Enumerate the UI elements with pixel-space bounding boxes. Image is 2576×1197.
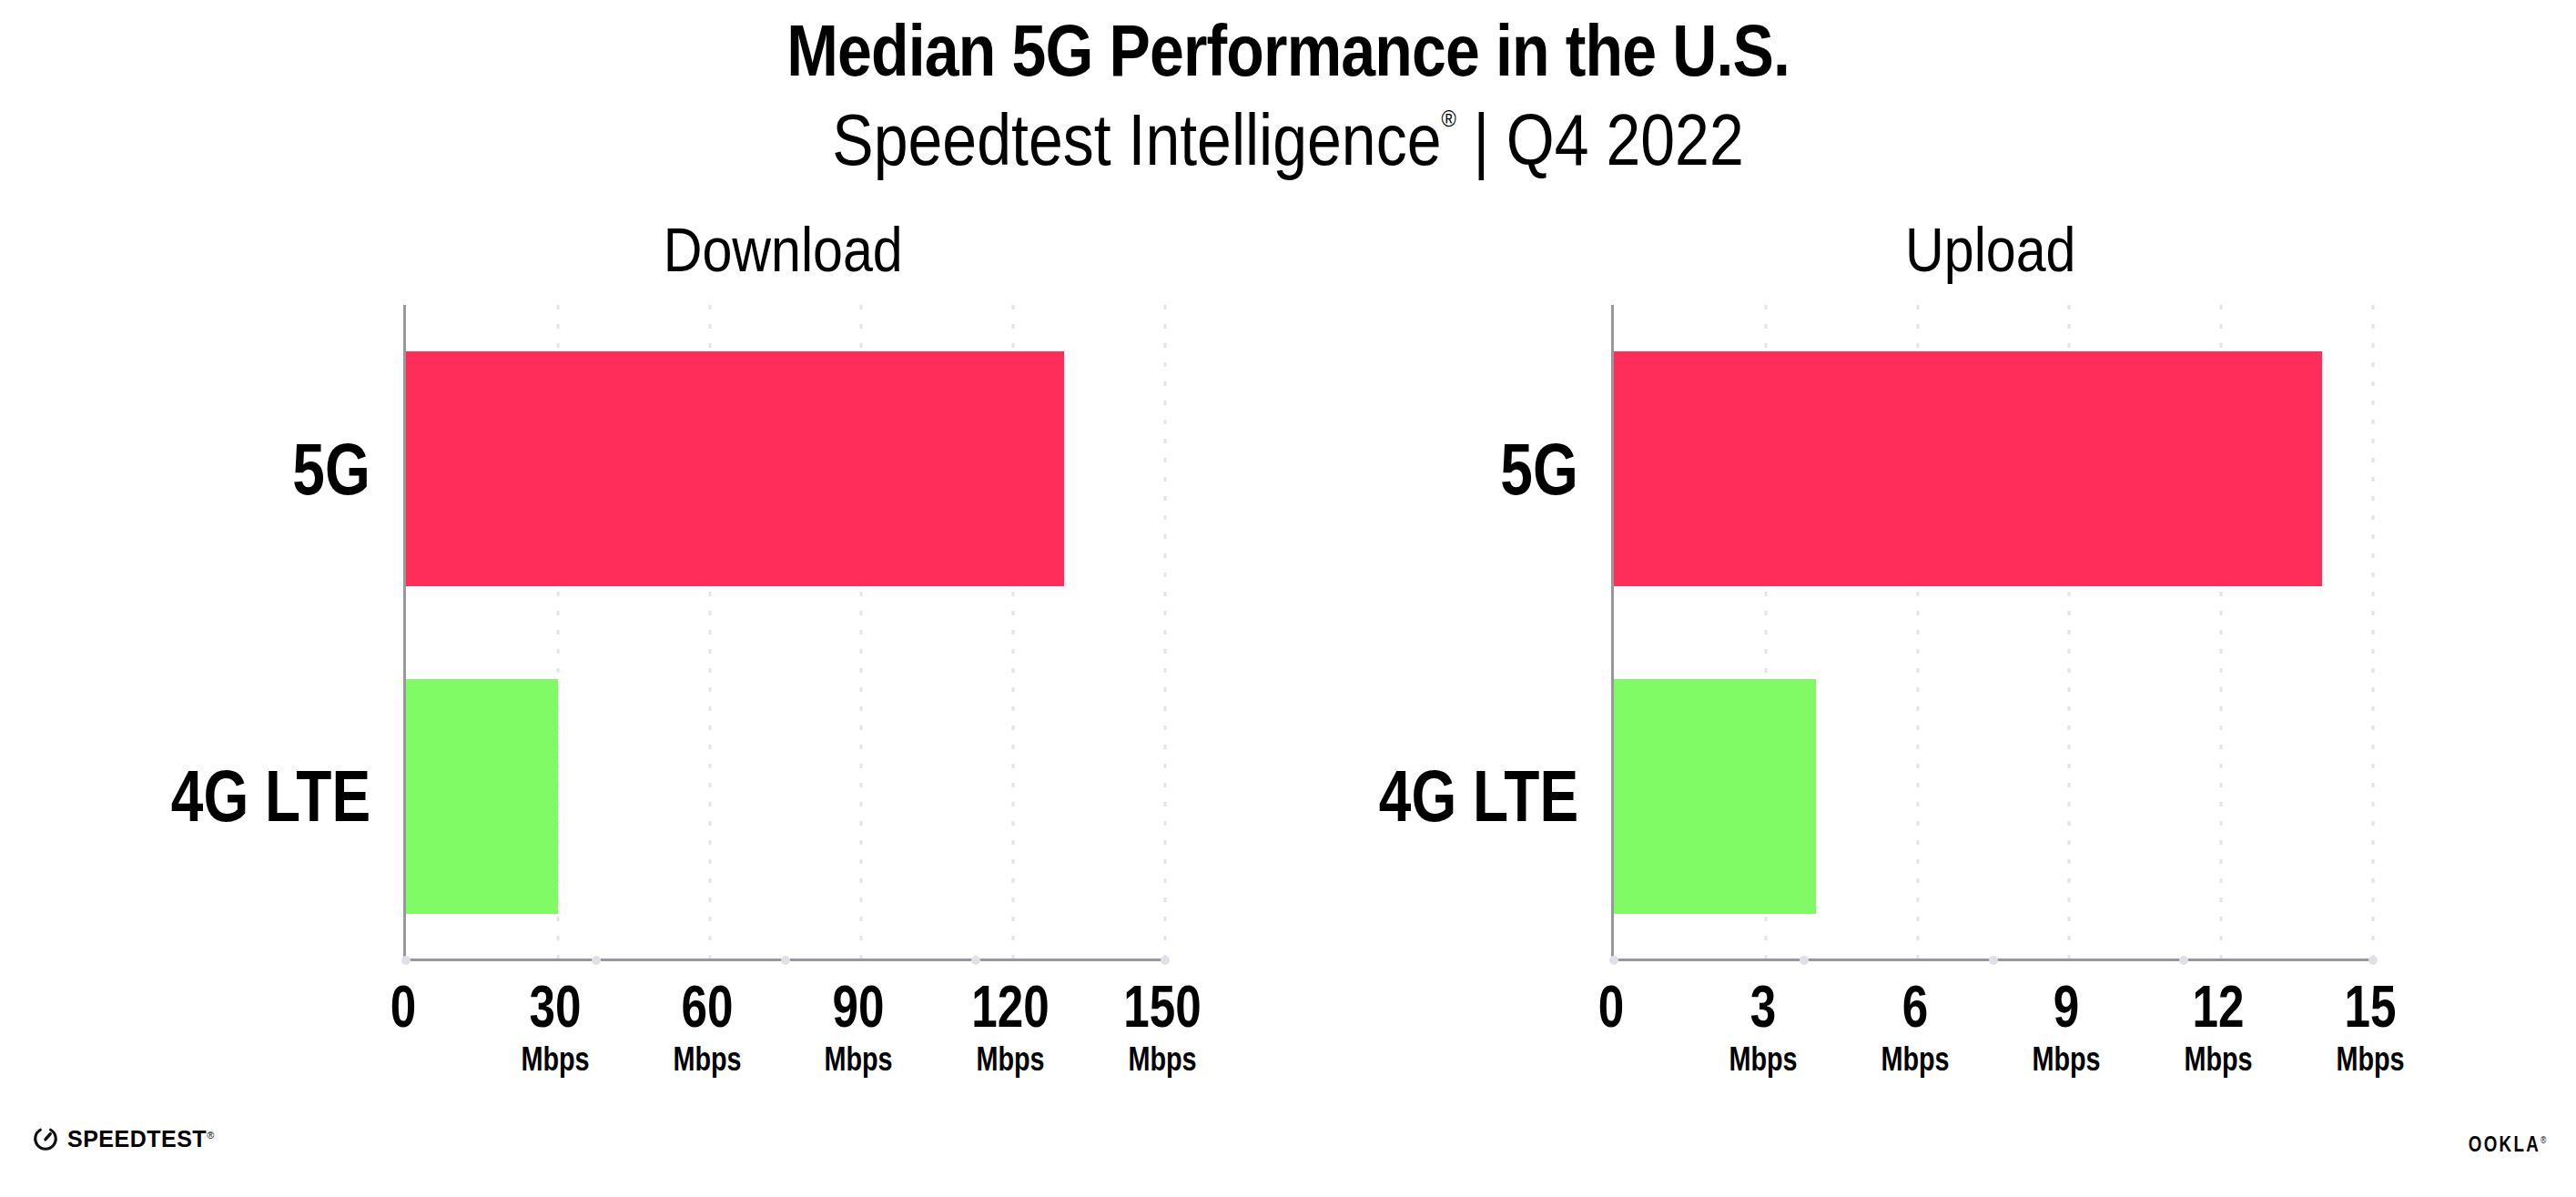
upload-ylabel-5g: 5G — [1278, 430, 1578, 510]
axis-tick-dot — [592, 956, 601, 965]
download-chart-title: Download — [403, 213, 1162, 286]
registered-mark: ® — [207, 1130, 215, 1141]
upload-chart-title: Upload — [1611, 213, 2370, 286]
axis-tick-dot — [1609, 956, 1618, 965]
download-4glte-bar — [406, 679, 558, 914]
page-title: Median 5G Performance in the U.S. — [0, 0, 2576, 102]
x-tick-label: 3Mbps — [1720, 978, 1806, 1080]
x-tick-label: 90Mbps — [816, 978, 901, 1080]
subtitle-brand: Speedtest Intelligence — [832, 99, 1441, 180]
subtitle-divider: | — [1473, 99, 1489, 180]
x-tick-label: 60Mbps — [664, 978, 750, 1080]
ookla-wordmark: OOKLA — [2469, 1131, 2541, 1156]
upload-4glte-bar — [1614, 679, 1816, 914]
axis-tick-dot — [1989, 956, 1998, 965]
infographic: Median 5G Performance in the U.S. Speedt… — [0, 0, 2576, 1197]
registered-mark: ® — [2541, 1134, 2549, 1145]
upload-5g-bar — [1614, 351, 2322, 586]
upload-x-axis-labels: 0 3Mbps 6Mbps 9Mbps 12Mbps 15Mbps — [1611, 978, 2370, 1105]
axis-tick-dot — [1161, 956, 1170, 965]
page-title-text: Median 5G Performance in the U.S. — [786, 0, 1790, 102]
gridline — [1164, 305, 1167, 959]
download-x-axis-labels: 0 30Mbps 60Mbps 90Mbps 120Mbps 150Mbps — [403, 978, 1162, 1105]
ookla-logo: OOKLA® — [2446, 1131, 2549, 1157]
x-tick-label: 30Mbps — [512, 978, 598, 1080]
x-tick-label: 12Mbps — [2175, 978, 2261, 1080]
x-tick-label: 150Mbps — [1114, 978, 1212, 1080]
download-ylabel-5g: 5G — [70, 430, 370, 510]
download-5g-bar — [406, 351, 1064, 586]
axis-tick-dot — [401, 956, 411, 965]
speedtest-wordmark: SPEEDTEST® — [67, 1126, 215, 1152]
registered-mark: ® — [1441, 105, 1455, 132]
x-tick-label: 6Mbps — [1872, 978, 1958, 1080]
x-tick-label: 0 — [387, 978, 420, 1040]
axis-tick-dot — [781, 956, 790, 965]
speedtest-logo: SPEEDTEST® — [32, 1125, 215, 1152]
upload-chart-plot-area — [1611, 305, 2373, 961]
download-chart-plot-area — [403, 305, 1165, 961]
axis-tick-dot — [2179, 956, 2188, 965]
speedtest-gauge-icon — [32, 1125, 59, 1152]
axis-tick-dot — [2368, 956, 2378, 965]
x-tick-label: 0 — [1595, 978, 1628, 1040]
download-ylabel-4glte: 4G LTE — [70, 756, 370, 837]
x-tick-label: 15Mbps — [2328, 978, 2413, 1080]
upload-ylabel-4glte: 4G LTE — [1278, 756, 1578, 837]
subtitle-period: Q4 2022 — [1506, 99, 1744, 180]
axis-tick-dot — [971, 956, 980, 965]
x-tick-label: 120Mbps — [962, 978, 1060, 1080]
axis-tick-dot — [1800, 956, 1809, 965]
gridline — [2372, 305, 2375, 959]
page-subtitle: Speedtest Intelligence® |Q4 2022 — [0, 89, 2576, 208]
x-tick-label: 9Mbps — [2023, 978, 2109, 1080]
